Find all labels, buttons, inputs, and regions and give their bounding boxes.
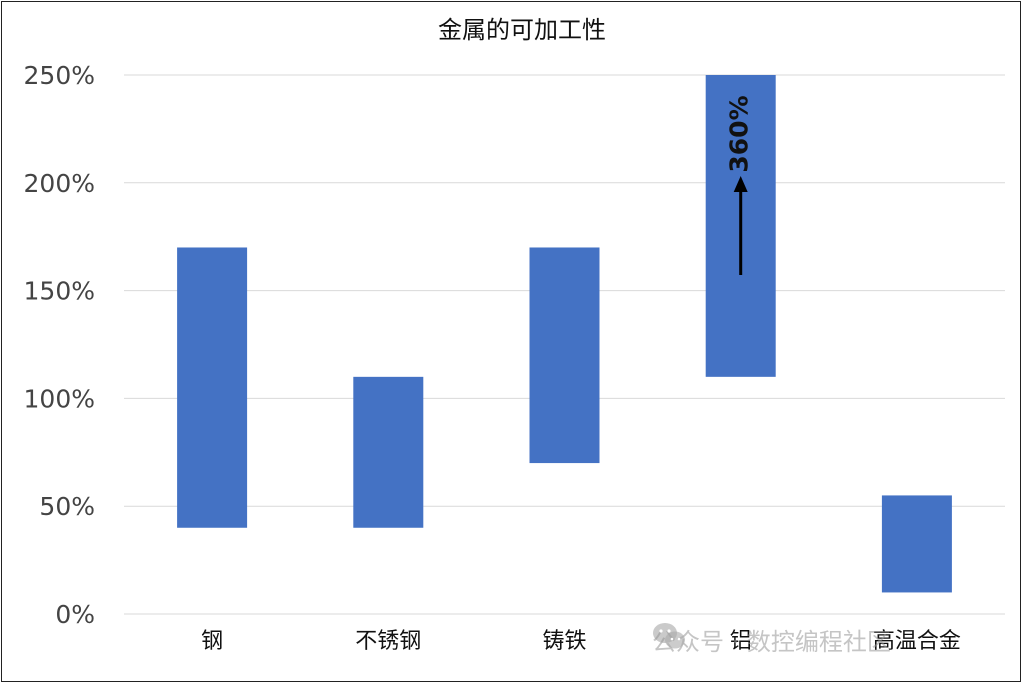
x-tick-label: 铸铁: [542, 629, 586, 654]
annotation-arrow-head: [733, 176, 748, 192]
bar-0: [177, 247, 248, 528]
x-tick-label: 钢: [201, 629, 223, 654]
annotation-label: 360%: [725, 95, 754, 172]
y-tick-label: 100%: [24, 384, 95, 413]
x-tick-label: 不锈钢: [355, 629, 421, 654]
y-tick-label: 50%: [39, 492, 95, 521]
bar-1: [353, 376, 424, 528]
chart-title: 金属的可加工性: [438, 16, 606, 44]
x-tick-label: 铝: [730, 629, 752, 654]
x-tick-label: 高温合金: [873, 629, 961, 654]
y-tick-label: 150%: [24, 277, 95, 306]
bar-2: [529, 247, 600, 464]
y-tick-label: 250%: [24, 61, 95, 90]
y-tick-label: 200%: [24, 169, 95, 198]
y-tick-label: 0%: [55, 600, 95, 629]
bar-4: [881, 495, 952, 593]
